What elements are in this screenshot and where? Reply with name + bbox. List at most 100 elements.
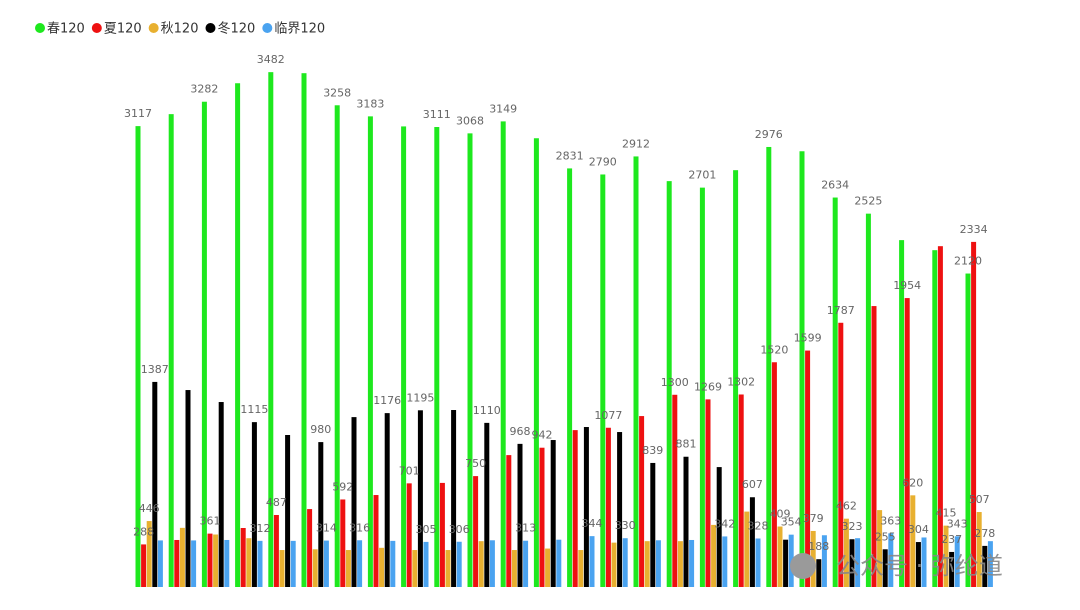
- data-label: 3111: [423, 108, 451, 121]
- bar: [373, 495, 379, 587]
- bar: [699, 187, 705, 587]
- bar: [301, 73, 307, 587]
- bar: [650, 462, 656, 587]
- bar: [865, 213, 871, 587]
- data-label: 3282: [190, 83, 218, 96]
- data-label: 2912: [622, 137, 650, 150]
- data-label: 354: [781, 516, 802, 529]
- bar: [423, 541, 429, 587]
- data-label: 3482: [257, 53, 285, 66]
- data-label: 1787: [827, 304, 855, 317]
- data-label: 1520: [760, 343, 788, 356]
- bar: [738, 394, 744, 587]
- data-label: 278: [974, 527, 995, 540]
- data-label: 1302: [727, 375, 755, 388]
- bar: [451, 410, 457, 587]
- data-label: 379: [803, 512, 824, 525]
- data-label: 881: [676, 438, 697, 451]
- bar: [904, 298, 910, 587]
- bar: [583, 427, 589, 587]
- bar: [467, 133, 473, 587]
- bar: [722, 536, 728, 587]
- bar: [456, 541, 462, 587]
- data-label: 1954: [893, 279, 921, 292]
- bar: [213, 534, 219, 587]
- data-label: 316: [349, 521, 370, 534]
- bar: [777, 526, 783, 587]
- data-label: 1110: [473, 404, 501, 417]
- bar: [567, 168, 573, 588]
- data-label: 304: [908, 523, 929, 536]
- legend-swatch: [205, 23, 216, 33]
- data-label: 330: [615, 519, 636, 532]
- data-label: 1269: [694, 380, 722, 393]
- bar: [146, 521, 152, 587]
- bar: [478, 541, 484, 587]
- legend-swatch: [35, 23, 45, 33]
- data-label: 3183: [356, 97, 384, 110]
- bar: [711, 524, 717, 587]
- data-label: 487: [266, 496, 287, 509]
- bar: [716, 467, 722, 587]
- data-label: 1387: [141, 363, 169, 376]
- bar: [257, 540, 263, 587]
- legend-swatch: [148, 23, 159, 33]
- bar: [733, 170, 739, 587]
- bar: [279, 550, 285, 587]
- bar: [434, 127, 440, 587]
- bar: [246, 538, 252, 587]
- bar: [523, 540, 529, 587]
- bar: [390, 540, 396, 587]
- bar: [921, 537, 927, 587]
- bar: [168, 114, 174, 588]
- bar: [644, 541, 650, 587]
- bar: [545, 548, 551, 587]
- bar: [550, 440, 556, 587]
- bar: [578, 550, 584, 587]
- bar: [821, 535, 827, 587]
- bar: [307, 509, 313, 587]
- legend-label: 冬120: [217, 21, 255, 37]
- data-label: 446: [139, 502, 160, 515]
- bar: [910, 495, 916, 587]
- data-label: 361: [200, 515, 221, 528]
- bar: [689, 539, 695, 587]
- bar: [982, 545, 988, 587]
- bar: [517, 443, 523, 587]
- data-label: 288: [133, 525, 154, 538]
- bar: [506, 455, 512, 587]
- bar: [285, 435, 291, 587]
- data-label: 343: [947, 517, 968, 530]
- bar: [323, 540, 329, 587]
- bar: [207, 533, 213, 587]
- bar: [179, 527, 185, 587]
- bar: [639, 416, 645, 587]
- bar: [268, 72, 274, 588]
- legend-swatch: [91, 23, 102, 33]
- data-label: 2334: [960, 223, 988, 236]
- data-label: 313: [515, 522, 536, 535]
- data-label: 1115: [240, 403, 268, 416]
- bar: [838, 322, 844, 587]
- bar: [412, 550, 418, 587]
- bar: [251, 422, 257, 587]
- data-label: 980: [310, 423, 331, 436]
- bar: [439, 482, 445, 587]
- bar: [445, 550, 451, 587]
- data-label: 344: [582, 517, 603, 530]
- bar: [351, 417, 357, 587]
- watermark: 公众号 · 弥纶道: [790, 552, 1003, 580]
- bar: [589, 536, 595, 587]
- legend-label: 春120: [47, 22, 85, 37]
- bar: [417, 410, 423, 587]
- bar: [849, 539, 855, 587]
- data-label: 942: [532, 429, 553, 442]
- bar: [871, 306, 877, 587]
- bar: [406, 483, 412, 587]
- data-label: 592: [332, 480, 353, 493]
- bar: [832, 197, 838, 587]
- data-label: 3068: [456, 114, 484, 127]
- data-label: 314: [316, 522, 337, 535]
- data-label: 2525: [854, 195, 882, 208]
